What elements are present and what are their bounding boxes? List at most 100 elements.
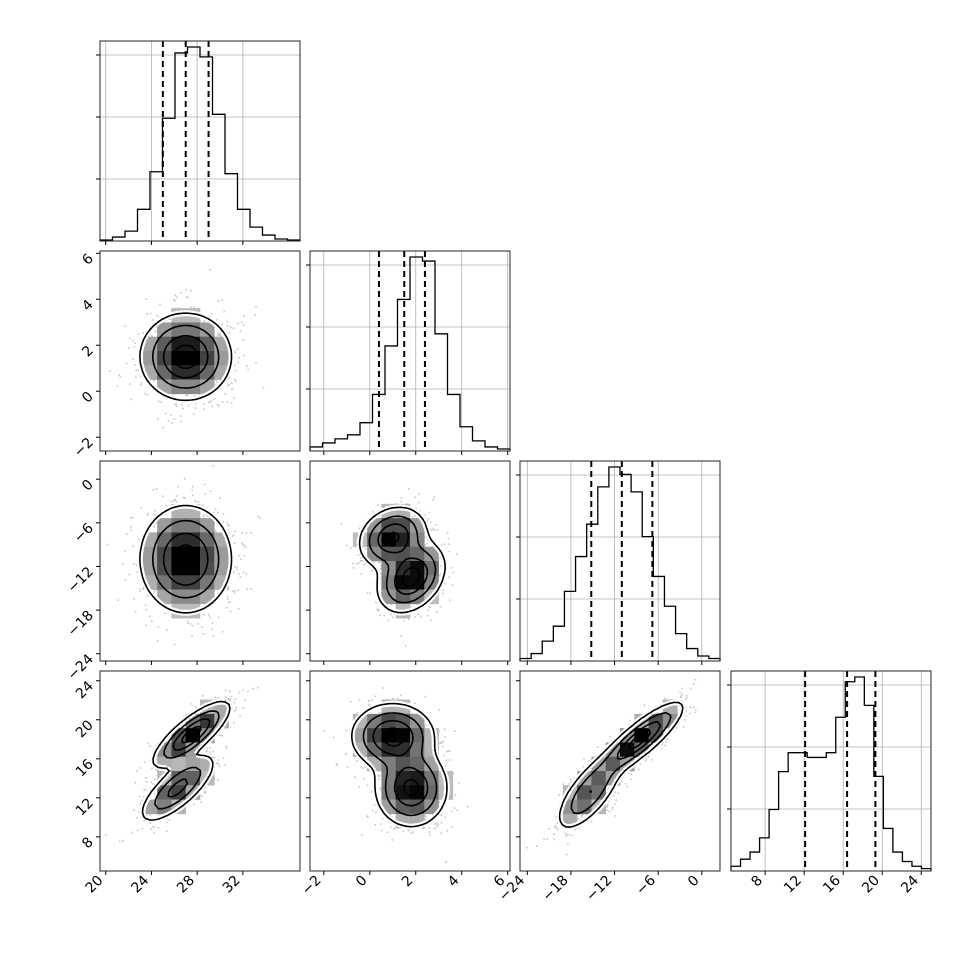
x-tick-label: 20 [83,873,107,897]
histogram-bar [225,174,238,241]
histogram-bar [864,705,874,871]
density-bin [214,546,229,562]
panel-frame [99,250,301,452]
density-bin [171,546,187,562]
density-bin [157,518,172,533]
density-bin [367,728,382,743]
density-bin [185,546,201,562]
y-tick-label: 0 [79,477,97,495]
contour-line [154,710,220,810]
density-bin [424,799,439,815]
density-bin [381,756,397,772]
y-tick-label: 8 [79,834,97,852]
histogram-bar [335,439,348,451]
density-bin [424,546,439,562]
histogram-bar [542,641,553,661]
histogram-bar [531,654,542,661]
x-tick-label: 2 [399,873,417,891]
histogram-step-line [730,676,932,871]
density-bin [200,575,215,590]
contour-line [173,344,199,369]
density-bin [171,336,187,352]
contour-line [570,711,672,815]
density-bin [410,728,425,743]
histogram-bar [676,634,687,661]
y-tick-label: −18 [65,608,97,640]
density-bin [410,771,425,786]
histogram-bar [883,828,893,871]
x-tick-label: 4 [445,872,463,890]
contour-line [358,506,446,614]
density-bin [620,742,635,758]
x-tick-label: 8 [748,873,766,891]
histogram-bar [238,209,251,241]
panel-content [109,268,265,429]
density-bin [157,799,172,815]
x-tick-label: 28 [174,873,198,897]
density-bin [367,713,382,729]
scatter-points [109,268,265,429]
y-tick-label: 0 [79,389,97,407]
histogram-bar [687,649,698,661]
histogram-bar [163,118,176,241]
histogram-panel-2 [516,460,721,665]
y-tick-label: 16 [73,756,97,780]
histogram-bar [553,626,564,661]
histogram-bar [779,772,789,871]
histogram-bar [788,753,798,871]
histogram-bar [323,443,336,451]
y-tick-label: 4 [79,297,97,315]
density-bin [200,336,215,352]
histogram-bar [826,753,836,871]
histogram-bar [263,235,276,241]
density-bin [171,322,187,338]
histogram-bar [360,423,373,451]
histogram-panel-0 [96,40,301,245]
panel-frame [519,460,721,662]
scatter-panel-1-2 [306,460,511,665]
density-bin [171,756,187,772]
x-tick-label: 20 [859,873,883,897]
density-bin [591,785,607,800]
y-tick-label: −6 [71,520,97,546]
contour-line [381,727,420,797]
panel-frame [309,670,511,872]
density-bin [395,561,411,576]
density-bin [577,799,592,815]
density-bin [142,546,158,562]
contour-line [351,702,448,828]
x-tick-label: 32 [220,873,244,897]
density-bin [605,756,621,772]
x-tick-label: −2 [299,873,325,899]
density-bin [395,771,411,786]
y-tick-label: 20 [73,717,97,741]
y-tick-label: 12 [73,795,97,819]
density-bin [381,575,397,590]
histogram-bar [435,334,448,451]
histogram-bar [731,866,741,871]
histogram-bar [631,492,642,661]
contour-line [372,719,429,807]
x-tick-label: −18 [540,873,572,905]
histogram-bar [698,656,709,661]
histogram-bar [760,838,770,871]
scatter-panel-2-3: −24 −18 −12 −6 0 [496,670,721,905]
panel-frame [309,460,511,662]
density-bin [591,771,607,786]
histogram-bar [576,557,587,661]
density-bin [395,799,411,815]
density-bin [171,575,187,590]
histogram-bar [138,209,151,241]
panel-frame [730,670,932,872]
x-tick-label: 16 [820,872,844,896]
histogram-step-line [99,46,301,241]
panel-content [323,687,469,864]
histogram-bar [817,757,827,871]
contour-line [362,712,438,817]
density-bin [410,713,425,729]
histogram-bar [473,441,486,451]
histogram-bar [769,809,779,871]
y-tick-label: 6 [79,251,97,269]
density-bin [577,785,592,800]
